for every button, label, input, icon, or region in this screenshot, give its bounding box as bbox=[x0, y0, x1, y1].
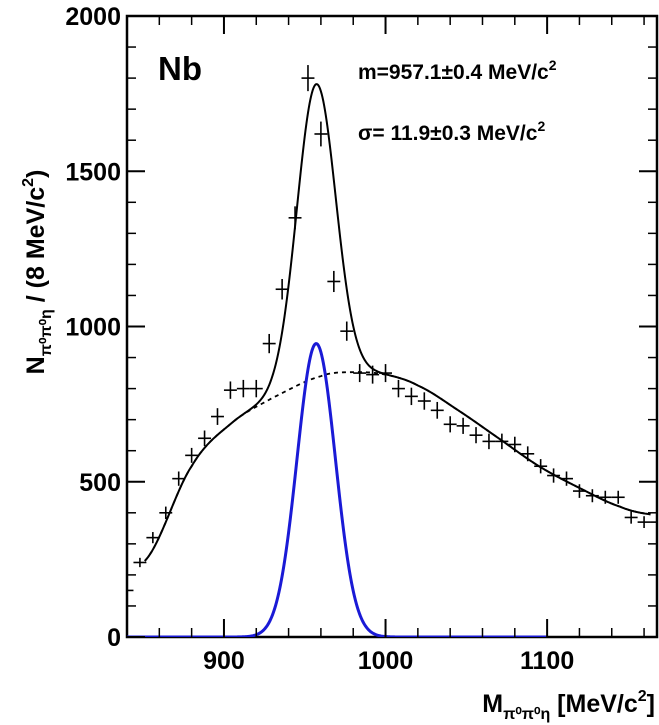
x-axis-label-unit: [MeV/c bbox=[550, 690, 638, 718]
data-point bbox=[133, 557, 147, 568]
background-fit-curve bbox=[144, 371, 651, 562]
data-point bbox=[624, 511, 638, 524]
data-point bbox=[469, 427, 483, 444]
data-point bbox=[443, 416, 457, 433]
data-point bbox=[637, 516, 651, 529]
data-point bbox=[159, 506, 173, 520]
x-axis-label-unit-end: ] bbox=[647, 690, 655, 718]
data-point bbox=[185, 447, 199, 463]
x-tick-label: 1100 bbox=[520, 647, 574, 675]
x-axis-label-sub: π⁰π⁰η bbox=[503, 706, 550, 723]
mass-annotation-sup: 2 bbox=[549, 57, 557, 73]
data-point bbox=[262, 333, 276, 354]
x-axis-label: Mπ⁰π⁰η [MeV/c2] bbox=[482, 688, 655, 723]
x-axis-label-unit-sup: 2 bbox=[638, 688, 647, 705]
sigma-annotation: σ= 11.9±0.3 MeV/c2 bbox=[358, 118, 545, 145]
data-point bbox=[288, 206, 302, 230]
x-axis-label-main: M bbox=[482, 690, 503, 718]
data-point bbox=[650, 516, 657, 529]
data-point bbox=[611, 490, 625, 504]
data-point bbox=[353, 364, 367, 383]
data-point bbox=[482, 433, 496, 450]
fit-curves bbox=[127, 83, 651, 637]
data-point bbox=[198, 430, 212, 447]
y-axis-label-sub: π⁰π⁰η bbox=[38, 309, 55, 356]
data-point bbox=[521, 446, 535, 462]
data-point bbox=[392, 379, 405, 398]
data-point bbox=[585, 489, 599, 503]
y-tick-label: 1000 bbox=[65, 314, 121, 342]
x-tick-label: 900 bbox=[203, 647, 245, 675]
sigma-annotation-sup: 2 bbox=[537, 118, 545, 134]
plot-frame bbox=[125, 14, 659, 639]
data-point bbox=[534, 459, 548, 474]
data-point bbox=[327, 270, 341, 293]
data-point bbox=[249, 379, 263, 398]
data-point bbox=[572, 484, 586, 498]
data-point bbox=[598, 490, 612, 504]
data-point bbox=[508, 436, 522, 453]
y-tick-label: 2000 bbox=[65, 3, 121, 31]
data-point bbox=[172, 471, 186, 486]
data-point bbox=[547, 468, 561, 483]
mass-annotation: m=957.1±0.4 MeV/c2 bbox=[358, 57, 557, 84]
sigma-annotation-text: σ= 11.9±0.3 MeV/c bbox=[358, 122, 538, 145]
data-point bbox=[379, 364, 392, 383]
y-tick-label: 1500 bbox=[65, 158, 121, 186]
data-point bbox=[127, 586, 134, 595]
total-fit-curve bbox=[144, 83, 651, 562]
y-tick-label: 500 bbox=[79, 469, 121, 497]
target-label: Nb bbox=[158, 50, 202, 87]
data-point bbox=[236, 379, 250, 398]
data-points bbox=[127, 65, 657, 595]
y-axis-label-unit-sup: 2 bbox=[20, 178, 37, 187]
data-point bbox=[560, 471, 573, 486]
data-point bbox=[275, 278, 289, 300]
y-tick-label: 0 bbox=[107, 624, 121, 652]
data-point bbox=[404, 387, 418, 406]
data-point bbox=[417, 392, 431, 410]
y-axis-label-unit: / (8 MeV/c bbox=[22, 187, 50, 309]
data-point bbox=[223, 381, 237, 399]
data-point bbox=[340, 321, 354, 341]
data-point bbox=[456, 417, 470, 434]
data-point bbox=[495, 433, 509, 450]
x-tick-label: 1000 bbox=[358, 647, 414, 675]
y-axis-label: Nπ⁰π⁰η / (8 MeV/c2) bbox=[20, 170, 55, 375]
axis-ticks: 900 1000 1100 0 500 1000 1500 2000 bbox=[65, 3, 657, 675]
data-point bbox=[146, 532, 160, 544]
data-point bbox=[314, 121, 328, 147]
y-axis-label-unit-end: ) bbox=[22, 170, 50, 178]
data-point bbox=[430, 401, 444, 419]
data-point bbox=[366, 365, 380, 384]
plot-frame-rect bbox=[125, 14, 659, 639]
signal-gaussian-curve bbox=[127, 342, 548, 637]
mass-annotation-text: m=957.1±0.4 MeV/c bbox=[358, 61, 549, 84]
y-axis-label-main: N bbox=[22, 356, 50, 374]
data-point bbox=[211, 408, 224, 425]
data-point bbox=[301, 65, 315, 92]
